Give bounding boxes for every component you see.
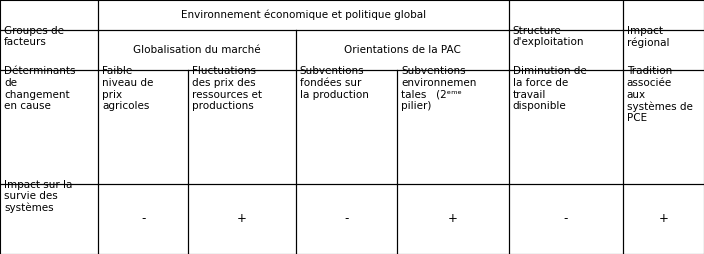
Text: +: +	[658, 212, 668, 225]
Text: -: -	[141, 212, 145, 225]
Text: Diminution de
la force de
travail
disponible: Diminution de la force de travail dispon…	[513, 67, 586, 111]
Text: -: -	[344, 212, 348, 225]
Text: Subventions
fondées sur
la production: Subventions fondées sur la production	[300, 67, 369, 100]
Text: Orientations de la PAC: Orientations de la PAC	[344, 45, 460, 55]
Text: Structure
d'exploitation: Structure d'exploitation	[513, 26, 584, 47]
Text: Environnement économique et politique global: Environnement économique et politique gl…	[181, 10, 426, 20]
Text: Subventions
environnemen
tales   (2ᵉᵐᵉ
pilier): Subventions environnemen tales (2ᵉᵐᵉ pil…	[401, 67, 477, 111]
Text: Tradition
associée
aux
systèmes de
PCE: Tradition associée aux systèmes de PCE	[627, 67, 693, 123]
Text: Déterminants
de
changement
en cause: Déterminants de changement en cause	[4, 67, 75, 111]
Text: Fluctuations
des prix des
ressources et
productions: Fluctuations des prix des ressources et …	[192, 67, 262, 111]
Text: Impact
régional: Impact régional	[627, 26, 669, 48]
Text: -: -	[563, 212, 568, 225]
Text: +: +	[237, 212, 247, 225]
Text: +: +	[448, 212, 458, 225]
Text: Globalisation du marché: Globalisation du marché	[133, 45, 260, 55]
Text: Groupes de
facteurs: Groupes de facteurs	[4, 26, 64, 47]
Text: Faible
niveau de
prix
agricoles: Faible niveau de prix agricoles	[102, 67, 153, 111]
Text: Impact sur la
survie des
systèmes: Impact sur la survie des systèmes	[4, 180, 73, 213]
